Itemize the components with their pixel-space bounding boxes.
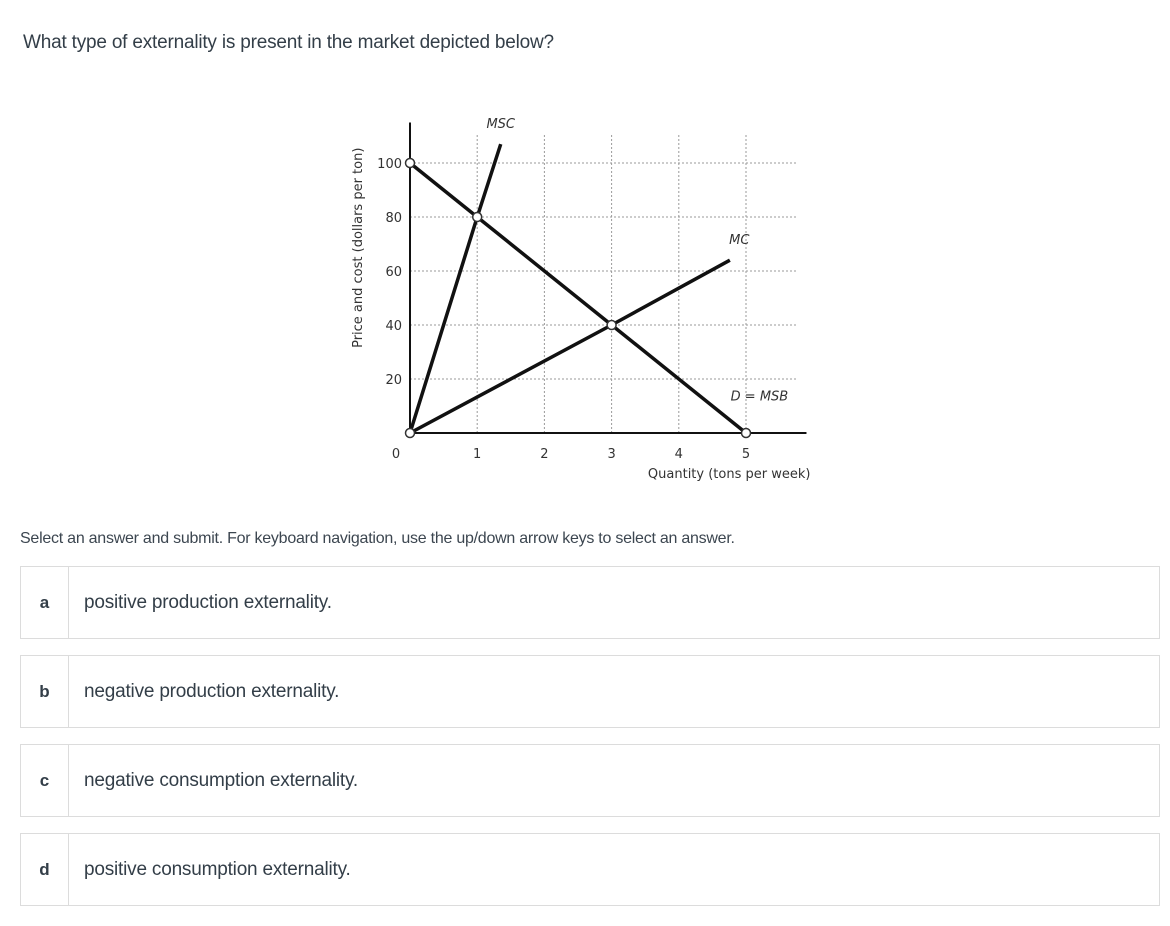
y-tick-label: 40 [385,319,402,334]
curve-mc [409,258,731,435]
chart-lines [408,143,748,435]
point-marker [404,157,416,169]
option-c[interactable]: c negative consumption externality. [20,744,1160,817]
point-marker [740,427,752,439]
curve-d-msb [408,161,748,435]
chart-points [404,157,752,439]
x-tick-label: 1 [473,447,481,462]
point-marker [471,211,483,223]
option-a[interactable]: a positive production externality. [20,566,1160,639]
instructions-text: Select an answer and submit. For keyboar… [20,530,735,547]
x-tick-label: 0 [392,447,400,462]
option-letter: d [21,834,69,905]
chart-grid [410,134,797,433]
curve-label: MC [729,233,750,248]
x-tick-label: 4 [675,447,683,462]
curve-msc [408,143,503,434]
option-d[interactable]: d positive consumption externality. [20,833,1160,906]
y-tick-label: 20 [385,373,402,388]
point-marker [606,319,617,331]
option-text: negative consumption externality. [84,769,358,791]
externality-chart: 20 40 60 80 100 0 1 2 3 4 5 Quantity (tons per week… [340,100,820,500]
option-b[interactable]: b negative production externality. [20,655,1160,728]
y-tick-label: 100 [377,157,402,172]
question-text: What type of externality is present in t… [23,32,554,53]
x-tick-label: 3 [607,447,615,462]
y-axis-label: Price and cost (dollars per ton) [351,148,366,348]
answer-options: a positive production externality. b neg… [20,566,1160,922]
chart-axes: 20 40 60 80 100 0 1 2 3 4 5 Quantity (tons per week… [351,122,811,482]
point-marker [404,427,416,439]
option-text: negative production externality. [84,680,340,702]
chart-labels: MSC MC D = MSB [486,117,788,405]
curve-label: D = MSB [731,390,789,405]
y-tick-label: 80 [385,211,402,226]
curve-label: MSC [486,117,515,132]
x-axis-label: Quantity (tons per week) [648,467,811,482]
option-text: positive production externality. [84,591,332,613]
x-tick-label: 5 [742,447,750,462]
x-tick-label: 2 [540,447,548,462]
y-tick-label: 60 [385,265,402,280]
option-text: positive consumption externality. [84,858,351,880]
chart-svg: 20 40 60 80 100 0 1 2 3 4 5 Quantity (tons per week… [351,117,811,482]
option-letter: c [21,745,69,816]
option-letter: a [21,567,69,638]
option-letter: b [21,656,69,727]
